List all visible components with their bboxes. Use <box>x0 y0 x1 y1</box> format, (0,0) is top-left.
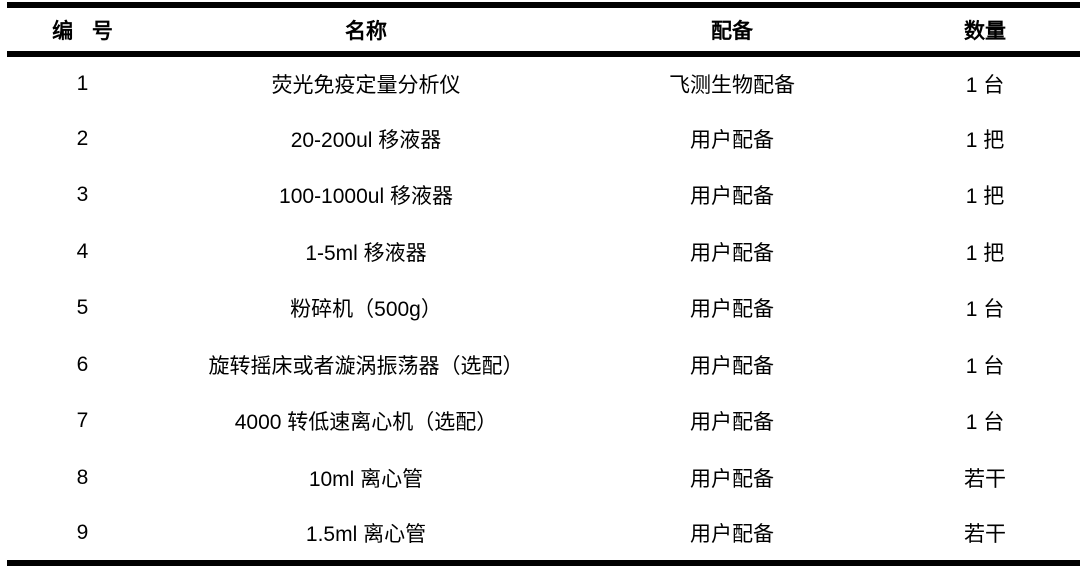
table-row: 1 荧光免疫定量分析仪 飞测生物配备 1 台 <box>7 54 1080 111</box>
cell-id: 6 <box>76 352 89 376</box>
table-row: 8 10ml 离心管 用户配备 若干 <box>7 450 1080 507</box>
cell-provision: 用户配备 <box>690 354 774 378</box>
table-row: 5 粉碎机（500g） 用户配备 1 台 <box>7 280 1080 337</box>
cell-quantity: 1 台 <box>965 411 1005 435</box>
cell-name: 100-1000ul 移液器 <box>279 185 453 209</box>
cell-provision: 用户配备 <box>690 411 774 435</box>
cell-provision: 用户配备 <box>690 467 774 491</box>
cell-id: 4 <box>76 239 89 263</box>
cell-provision: 飞测生物配备 <box>669 73 795 97</box>
cell-id: 8 <box>76 465 89 489</box>
table-row: 7 4000 转低速离心机（选配） 用户配备 1 台 <box>7 393 1080 450</box>
cell-id: 2 <box>76 126 89 150</box>
cell-name: 1-5ml 移液器 <box>305 241 427 265</box>
column-header-id: 编 号 <box>52 19 113 43</box>
cell-name: 1.5ml 离心管 <box>305 522 427 546</box>
table-row: 2 20-200ul 移液器 用户配备 1 把 <box>7 111 1080 168</box>
table-row: 3 100-1000ul 移液器 用户配备 1 把 <box>7 167 1080 224</box>
cell-id: 9 <box>76 520 89 544</box>
cell-provision: 用户配备 <box>690 185 774 209</box>
cell-provision: 用户配备 <box>690 128 774 152</box>
column-header-quantity: 数量 <box>964 19 1006 43</box>
cell-name: 4000 转低速离心机（选配） <box>234 411 498 435</box>
cell-quantity: 1 台 <box>965 73 1005 97</box>
cell-provision: 用户配备 <box>690 298 774 322</box>
cell-name: 粉碎机（500g） <box>290 298 442 322</box>
cell-id: 1 <box>76 71 89 95</box>
cell-name: 荧光免疫定量分析仪 <box>271 73 461 97</box>
cell-name: 旋转摇床或者漩涡振荡器（选配） <box>208 354 524 378</box>
cell-quantity: 1 把 <box>965 241 1005 265</box>
cell-quantity: 1 台 <box>965 354 1005 378</box>
cell-id: 5 <box>76 296 89 320</box>
cell-provision: 用户配备 <box>690 241 774 265</box>
table-row: 9 1.5ml 离心管 用户配备 若干 <box>7 506 1080 563</box>
cell-quantity: 若干 <box>964 467 1006 491</box>
column-header-name: 名称 <box>345 19 387 43</box>
table-row: 4 1-5ml 移液器 用户配备 1 把 <box>7 224 1080 281</box>
cell-id: 3 <box>76 183 89 207</box>
cell-name: 10ml 离心管 <box>308 467 424 491</box>
cell-quantity: 1 把 <box>965 128 1005 152</box>
cell-quantity: 1 台 <box>965 298 1005 322</box>
cell-name: 20-200ul 移液器 <box>290 128 442 152</box>
cell-id: 7 <box>76 409 89 433</box>
equipment-table: 编 号 名称 配备 数量 1 荧光免疫定量分析仪 飞测生物配备 1 台 2 20… <box>7 2 1080 566</box>
table-row: 6 旋转摇床或者漩涡振荡器（选配） 用户配备 1 台 <box>7 337 1080 394</box>
cell-quantity: 若干 <box>964 522 1006 546</box>
column-header-provision: 配备 <box>711 19 753 43</box>
table-header-row: 编 号 名称 配备 数量 <box>7 5 1080 54</box>
cell-provision: 用户配备 <box>690 522 774 546</box>
cell-quantity: 1 把 <box>965 185 1005 209</box>
